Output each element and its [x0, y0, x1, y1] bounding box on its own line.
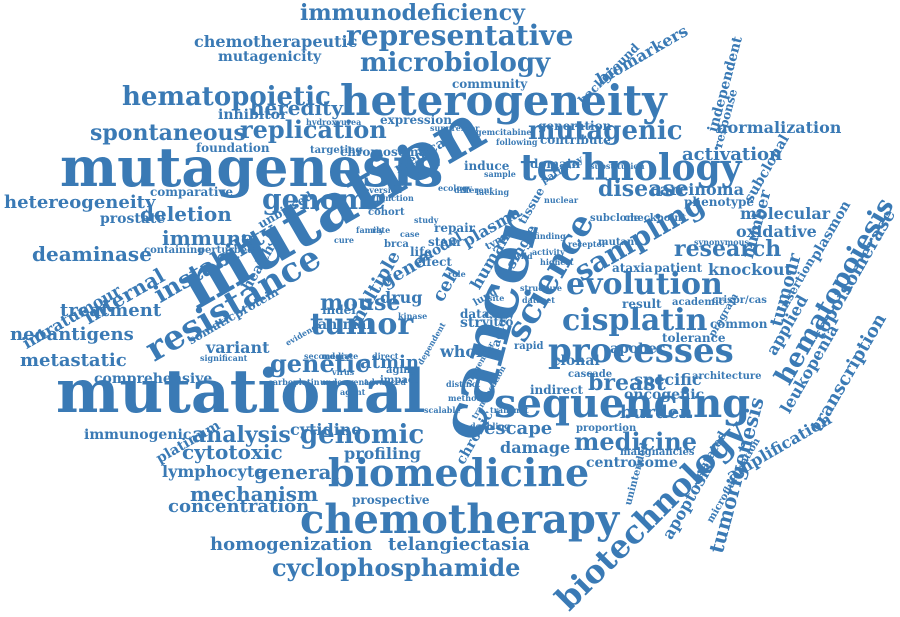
word-206: transmit — [490, 406, 529, 414]
word-182: highest — [540, 258, 574, 266]
word-113: result — [622, 298, 662, 310]
word-20: representative — [346, 22, 573, 50]
word-171: carboplatin — [268, 378, 320, 386]
word-154: brca — [384, 240, 409, 250]
word-168: virus — [332, 368, 354, 376]
word-153: indel — [322, 304, 356, 316]
word-198: site — [488, 294, 504, 302]
word-140: str — [460, 316, 482, 330]
word-129: prospective — [352, 494, 430, 506]
word-89: foundation — [196, 142, 270, 154]
word-186: role — [448, 270, 466, 278]
word-36: concentration — [168, 498, 309, 516]
word-123: proportion — [576, 424, 636, 434]
word-189: structure — [520, 284, 562, 292]
word-23: cyclophosphamide — [272, 556, 520, 580]
word-130: indirect — [530, 384, 583, 396]
word-37: homogenization — [210, 536, 372, 554]
word-51: lymphocyte — [162, 464, 264, 480]
word-90: community — [452, 78, 527, 90]
word-42: hetereogeneity — [4, 194, 155, 212]
word-204: study — [414, 216, 438, 224]
word-104: drug — [380, 290, 422, 306]
word-57: burden — [620, 404, 692, 422]
word-175: finding — [534, 232, 566, 240]
word-148: cohort — [368, 208, 405, 218]
word-169: following — [496, 138, 538, 146]
word-56: damage — [500, 440, 570, 456]
word-188: reversion — [360, 186, 402, 194]
word-159: significant — [200, 354, 247, 362]
word-166: function — [376, 194, 414, 202]
word-43: deaminase — [32, 244, 152, 264]
word-92: prostate — [100, 212, 165, 226]
word-122: architecture — [692, 372, 762, 382]
word-53: cytidine — [290, 422, 362, 438]
word-27: immunodeficiency — [300, 2, 525, 24]
word-50: general — [254, 462, 339, 482]
word-105: animal — [318, 318, 372, 332]
word-191: kinase — [398, 312, 427, 320]
word-78: chemotherapeutic — [194, 34, 357, 50]
word-120: subclone — [590, 214, 640, 224]
word-145: stem — [428, 236, 461, 248]
word-199: wild — [514, 252, 533, 260]
word-65: oncogenic — [624, 388, 704, 402]
word-48: metastatic — [20, 352, 127, 370]
word-162: hydroxyurea — [306, 118, 361, 126]
word-195: secondary — [304, 352, 349, 360]
word-108: apobec — [610, 342, 665, 356]
word-194: ecology — [438, 184, 472, 192]
word-99: comprehensive — [94, 372, 212, 386]
word-172: underwent — [320, 378, 368, 386]
word-157: direct — [372, 352, 399, 360]
word-107: clonal — [552, 354, 600, 368]
word-200: dataset — [522, 296, 555, 304]
word-131: rapid — [514, 342, 544, 352]
word-183: distinct — [446, 380, 480, 388]
word-86: generation — [538, 120, 611, 132]
word-164: gemcitabine — [476, 128, 531, 136]
word-185: receptor — [568, 240, 606, 248]
word-112: patient — [654, 262, 702, 274]
word-21: microbiology — [360, 50, 550, 76]
word-150: perturbed — [198, 246, 254, 256]
word-190: activity — [532, 248, 565, 256]
word-93: comparative — [150, 186, 233, 198]
word-203: case — [400, 230, 420, 238]
word-165: substitution — [590, 162, 645, 170]
word-205: agent — [340, 388, 365, 396]
word-163: suppressor — [430, 124, 479, 132]
word-91: targeting — [310, 146, 362, 156]
word-173: advanced — [364, 378, 406, 386]
word-121: cascade — [568, 370, 612, 380]
word-196: cure — [334, 236, 354, 244]
word-79: mutagenicity — [218, 50, 321, 64]
word-111: ataxia — [612, 262, 653, 274]
word-117: phenotype — [684, 196, 754, 208]
word-176: sample — [484, 170, 516, 178]
word-192: doubling — [470, 422, 510, 430]
word-143: effect — [414, 256, 452, 268]
word-38: telangiectasia — [388, 536, 530, 554]
word-170: synonymous — [694, 238, 749, 246]
word-80: inhibitor — [218, 108, 287, 122]
word-207: nuclear — [544, 196, 578, 204]
word-174: scalable — [424, 406, 461, 414]
word-124: malignancies — [620, 448, 695, 458]
word-201: rate — [372, 226, 390, 234]
word-151: containing — [144, 246, 204, 256]
word-144: repair — [434, 222, 475, 234]
word-87: contribute — [540, 134, 611, 146]
word-52: profiling — [344, 446, 421, 462]
